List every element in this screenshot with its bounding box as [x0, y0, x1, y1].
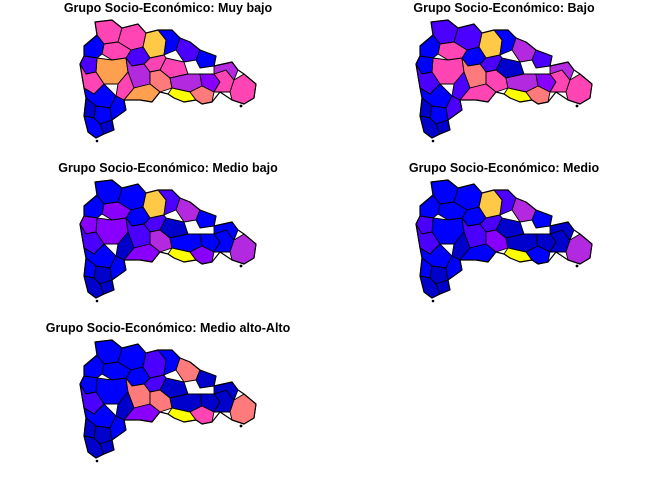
island-mark-1: [431, 299, 435, 303]
map-svg: [79, 19, 257, 143]
island-mark-1: [95, 299, 99, 303]
map-panel-medio-bajo: Grupo Socio-Económico: Medio bajo: [0, 160, 336, 320]
map-panel-medio: Grupo Socio-Económico: Medio: [336, 160, 672, 320]
panel-title: Grupo Socio-Económico: Medio alto-Alto: [45, 321, 291, 335]
island-mark-2: [239, 424, 243, 428]
map-panel-medio-alto-alto: Grupo Socio-Económico: Medio alto-Alto: [0, 320, 336, 480]
island-mark-2: [239, 104, 243, 108]
panel-title: Grupo Socio-Económico: Medio: [408, 161, 600, 175]
map-svg: [79, 179, 257, 303]
map-svg: [79, 339, 257, 463]
country-outline: [415, 179, 593, 299]
panel-title: Grupo Socio-Económico: Medio bajo: [58, 161, 278, 175]
island-mark-2: [575, 264, 579, 268]
panel-title: Grupo Socio-Económico: Muy bajo: [63, 1, 273, 15]
country-outline: [415, 19, 593, 139]
island-mark-2: [575, 104, 579, 108]
island-mark-2: [239, 264, 243, 268]
island-mark-1: [95, 459, 99, 463]
island-mark-1: [95, 139, 99, 143]
country-outline: [79, 19, 257, 139]
island-mark-1: [431, 139, 435, 143]
map-panel-bajo: Grupo Socio-Económico: Bajo: [336, 0, 672, 160]
panel-title: Grupo Socio-Económico: Bajo: [413, 1, 595, 15]
map-svg: [415, 19, 593, 143]
country-outline: [79, 339, 257, 459]
map-panel-muy-bajo: Grupo Socio-Económico: Muy bajo: [0, 0, 336, 160]
map-svg: [415, 179, 593, 303]
country-outline: [79, 179, 257, 299]
